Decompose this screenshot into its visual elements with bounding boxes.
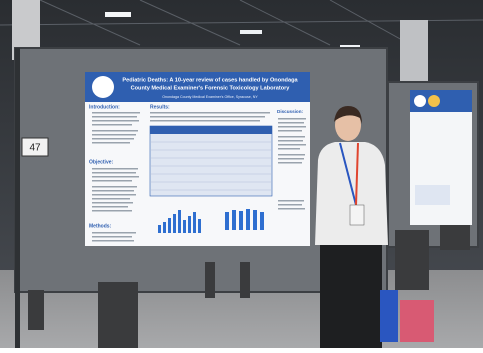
board-number: 47 — [29, 143, 41, 154]
poster-title: County Medical Examiner's Forensic Toxic… — [131, 85, 291, 91]
section-heading: Discussion: — [277, 109, 304, 114]
board-number-plate — [21, 137, 49, 157]
background-people — [28, 225, 470, 348]
poster-affiliation: Onondaga County Medical Examiner's Offic… — [162, 95, 258, 99]
section-heading: Results: — [150, 104, 170, 110]
presenter — [315, 106, 434, 348]
logo — [414, 95, 426, 107]
pillar — [400, 20, 428, 90]
text-lines — [92, 232, 136, 242]
board-post — [15, 48, 20, 348]
text-lines — [150, 112, 270, 122]
logo — [428, 95, 440, 107]
text-lines — [92, 112, 140, 144]
section-heading: Methods: — [89, 223, 112, 229]
results-table — [149, 125, 273, 197]
ceiling-light — [240, 30, 262, 34]
poster-title: Pediatric Deaths: A 10-year review of ca… — [122, 77, 298, 83]
text-lines — [92, 168, 139, 212]
logo — [92, 76, 114, 98]
poster-header — [85, 72, 310, 102]
chart-bars — [158, 209, 264, 233]
table-rules — [150, 141, 272, 191]
text-lines — [278, 118, 306, 210]
section-heading: Objective: — [89, 159, 114, 165]
section-heading: Introduction: — [89, 104, 120, 110]
chart-thumbnail — [415, 185, 450, 205]
poster-header — [410, 90, 472, 112]
table-header — [150, 126, 272, 134]
ceiling-light — [105, 12, 131, 17]
